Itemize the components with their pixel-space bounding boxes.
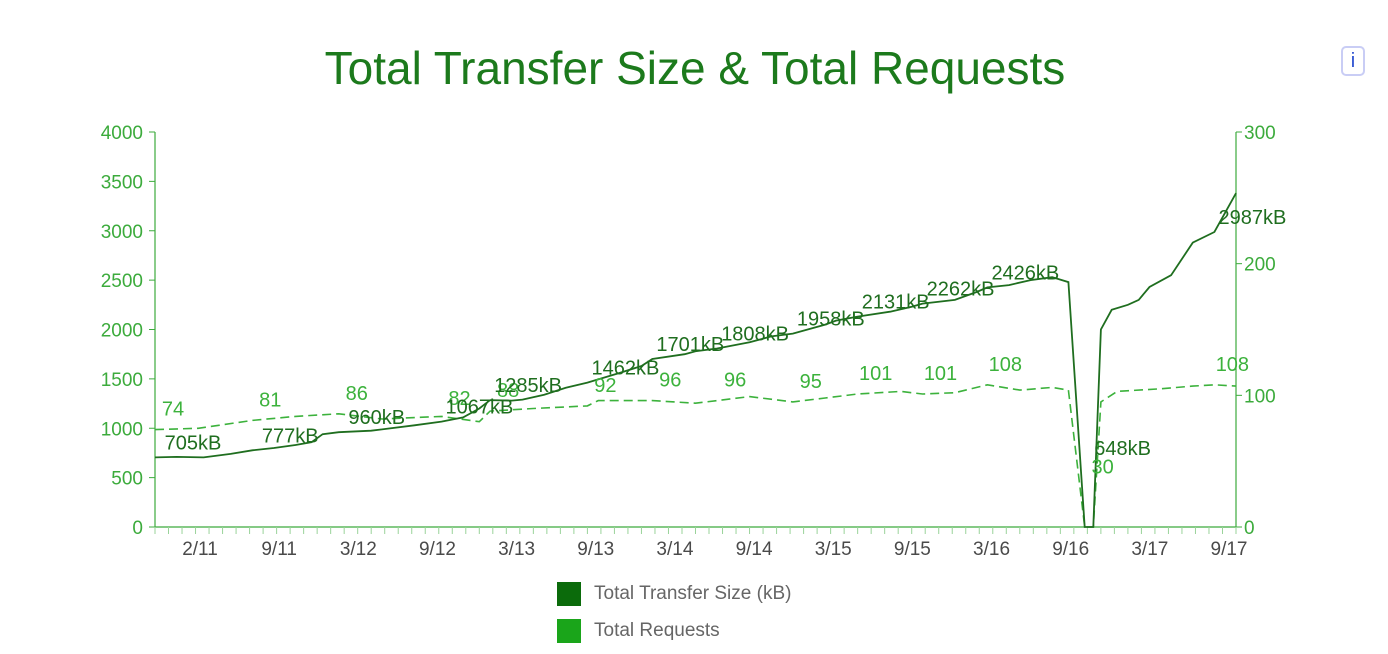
data-label-requests: 88: [497, 380, 519, 402]
legend-label-size: Total Transfer Size (kB): [594, 582, 792, 604]
data-label-size: 2426kB: [991, 262, 1059, 284]
data-label-requests: 30: [1092, 457, 1114, 479]
chart-title: Total Transfer Size & Total Requests: [325, 42, 1066, 94]
data-label-size: 705kB: [165, 432, 222, 454]
x-tick-label: 3/15: [815, 539, 852, 560]
x-tick-label: 9/11: [261, 539, 297, 560]
x-tick-label: 3/14: [656, 539, 693, 560]
x-tick-label: 3/12: [340, 539, 377, 560]
y-left-tick-label: 4000: [101, 123, 143, 144]
legend: Total Transfer Size (kB) Total Requests: [557, 575, 791, 649]
data-label-requests: 96: [724, 370, 746, 392]
data-label-requests: 101: [859, 363, 892, 385]
x-tick-label: 2/11: [182, 539, 218, 560]
y-left-tick-label: 3000: [101, 222, 143, 243]
data-label-size: 1958kB: [797, 309, 865, 331]
data-label-size: 2131kB: [862, 292, 930, 314]
data-label-size: 2262kB: [927, 279, 995, 301]
data-label-size: 1701kB: [656, 334, 724, 356]
info-button[interactable]: i: [1341, 46, 1365, 76]
data-label-requests: 92: [594, 375, 616, 397]
x-tick-label: 9/17: [1211, 539, 1248, 560]
data-label-size: 648kB: [1094, 438, 1151, 460]
data-label-requests: 101: [924, 363, 957, 385]
legend-item-requests[interactable]: Total Requests: [557, 612, 791, 649]
y-left-tick-label: 0: [132, 518, 143, 539]
x-tick-label: 3/16: [973, 539, 1010, 560]
x-tick-label: 9/13: [577, 539, 614, 560]
x-tick-label: 3/17: [1131, 539, 1168, 560]
data-label-requests: 96: [659, 370, 681, 392]
data-label-requests: 74: [162, 399, 184, 421]
y-left-tick-label: 3500: [101, 172, 143, 193]
series-line-requests: [154, 383, 1237, 528]
legend-swatch-size: [557, 581, 581, 606]
y-left-tick-label: 1500: [101, 370, 143, 391]
data-label-size: 1462kB: [591, 358, 659, 380]
y-right-tick-label: 100: [1244, 386, 1276, 407]
data-label-requests: 108: [989, 354, 1022, 376]
y-left-tick-label: 2000: [101, 321, 143, 342]
data-label-size: 2987kB: [1218, 207, 1286, 229]
data-label-size: 1067kB: [446, 397, 514, 419]
x-tick-label: 9/15: [894, 539, 931, 560]
legend-item-size[interactable]: Total Transfer Size (kB): [557, 575, 791, 612]
series-line-size: [154, 192, 1237, 528]
data-label-size: 960kB: [348, 407, 405, 429]
y-right-tick-label: 200: [1244, 255, 1276, 276]
data-label-requests: 86: [346, 383, 368, 405]
data-label-requests: 81: [259, 389, 281, 411]
x-tick-label: 9/16: [1052, 539, 1089, 560]
y-right-tick-label: 300: [1244, 123, 1276, 144]
x-tick-label: 9/14: [736, 539, 773, 560]
legend-label-requests: Total Requests: [594, 619, 720, 641]
x-tick-label: 9/12: [419, 539, 456, 560]
data-label-requests: 82: [448, 388, 470, 410]
x-tick-label: 3/13: [498, 539, 535, 560]
legend-swatch-requests: [557, 618, 581, 643]
data-label-size: 1285kB: [494, 375, 562, 397]
y-left-tick-label: 1000: [101, 419, 143, 440]
data-label-size: 1808kB: [721, 323, 789, 345]
y-left-tick-label: 2500: [101, 271, 143, 292]
y-right-tick-label: 0: [1244, 518, 1255, 539]
y-left-tick-label: 500: [111, 469, 143, 490]
data-label-requests: 95: [800, 371, 822, 393]
data-label-size: 777kB: [262, 425, 319, 447]
data-label-requests: 108: [1216, 354, 1249, 376]
